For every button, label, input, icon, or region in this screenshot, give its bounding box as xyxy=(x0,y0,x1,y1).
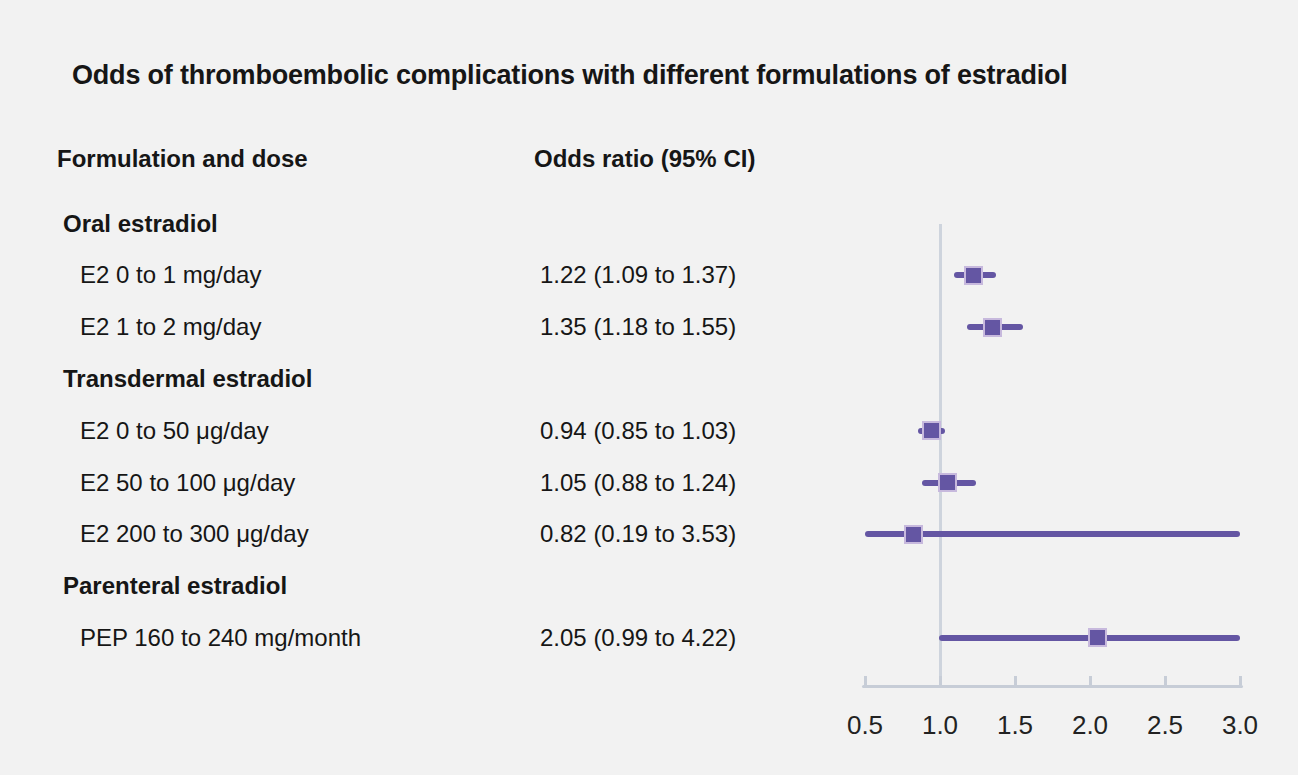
row-item-label: E2 50 to 100 μg/day xyxy=(80,468,295,498)
point-estimate-marker xyxy=(922,421,941,440)
row-item-label: PEP 160 to 240 mg/month xyxy=(80,623,361,653)
forest-plot-figure: Odds of thromboembolic complications wit… xyxy=(0,0,1298,775)
x-axis-tick xyxy=(1239,676,1242,685)
row-odds-ratio-value: 1.35 (1.18 to 1.55) xyxy=(540,312,736,342)
column-header-odds-ratio: Odds ratio (95% CI) xyxy=(534,145,755,173)
row-item-label: E2 200 to 300 μg/day xyxy=(80,519,309,549)
x-tick-label: 3.0 xyxy=(1208,710,1272,741)
x-tick-label: 1.5 xyxy=(983,710,1047,741)
x-tick-label: 0.5 xyxy=(833,710,897,741)
point-estimate-marker xyxy=(983,318,1002,337)
column-header-formulation: Formulation and dose xyxy=(57,145,308,173)
point-estimate-marker xyxy=(938,473,957,492)
row-group-label: Parenteral estradiol xyxy=(63,571,287,601)
x-axis-tick xyxy=(1089,676,1092,685)
row-odds-ratio-value: 1.22 (1.09 to 1.37) xyxy=(540,260,736,290)
row-item-label: E2 1 to 2 mg/day xyxy=(80,312,261,342)
x-axis-line xyxy=(862,685,1243,688)
row-item-label: E2 0 to 1 mg/day xyxy=(80,260,261,290)
row-item-label: E2 0 to 50 μg/day xyxy=(80,416,269,446)
x-axis-tick xyxy=(1164,676,1167,685)
point-estimate-marker xyxy=(964,266,983,285)
point-estimate-marker xyxy=(1088,628,1107,647)
chart-title: Odds of thromboembolic complications wit… xyxy=(72,60,1068,91)
row-odds-ratio-value: 0.94 (0.85 to 1.03) xyxy=(540,416,736,446)
x-tick-label: 2.0 xyxy=(1058,710,1122,741)
row-group-label: Transdermal estradiol xyxy=(63,364,312,394)
row-odds-ratio-value: 1.05 (0.88 to 1.24) xyxy=(540,468,736,498)
row-group-label: Oral estradiol xyxy=(63,209,218,239)
point-estimate-marker xyxy=(904,525,923,544)
x-tick-label: 2.5 xyxy=(1133,710,1197,741)
x-axis-tick xyxy=(1014,676,1017,685)
x-axis-tick xyxy=(939,676,942,685)
row-odds-ratio-value: 2.05 (0.99 to 4.22) xyxy=(540,623,736,653)
x-axis-tick xyxy=(864,676,867,685)
row-odds-ratio-value: 0.82 (0.19 to 3.53) xyxy=(540,519,736,549)
reference-line xyxy=(939,224,942,688)
x-tick-label: 1.0 xyxy=(908,710,972,741)
